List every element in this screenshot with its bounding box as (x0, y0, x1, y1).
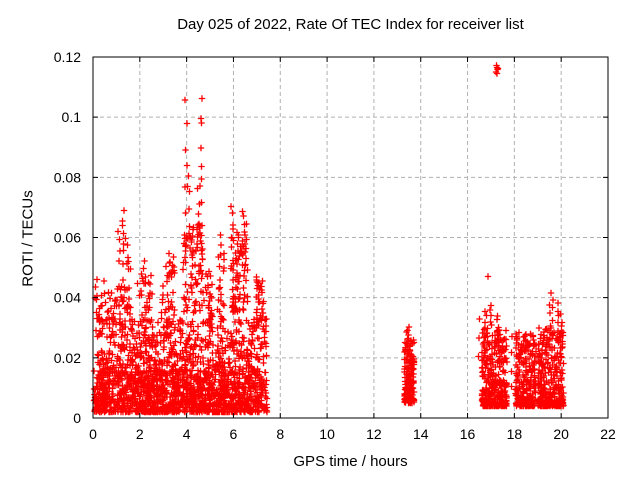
y-tick-label: 0.06 (54, 230, 81, 246)
x-tick-label: 22 (600, 426, 616, 442)
x-tick-label: 12 (366, 426, 382, 442)
x-tick-label: 20 (553, 426, 569, 442)
x-tick-label: 4 (183, 426, 191, 442)
y-tick-label: 0.1 (62, 109, 82, 125)
x-tick-label: 0 (89, 426, 97, 442)
y-tick-label: 0.08 (54, 169, 81, 185)
x-tick-label: 8 (276, 426, 284, 442)
x-axis-label: GPS time / hours (293, 453, 408, 470)
y-tick-label: 0 (73, 410, 81, 426)
x-tick-label: 2 (136, 426, 144, 442)
y-tick-label: 0.02 (54, 350, 81, 366)
x-tick-label: 6 (230, 426, 238, 442)
x-tick-label: 16 (460, 426, 476, 442)
plot-border (92, 56, 609, 419)
y-tick-label: 0.12 (54, 49, 81, 65)
grid-lines (93, 57, 608, 418)
x-tick-label: 10 (319, 426, 335, 442)
y-tick-label: 0.04 (54, 290, 81, 306)
data-points (90, 62, 567, 416)
x-tick-label: 14 (413, 426, 429, 442)
x-tick-label: 18 (507, 426, 523, 442)
chart-title: Day 025 of 2022, Rate Of TEC Index for r… (177, 16, 524, 33)
